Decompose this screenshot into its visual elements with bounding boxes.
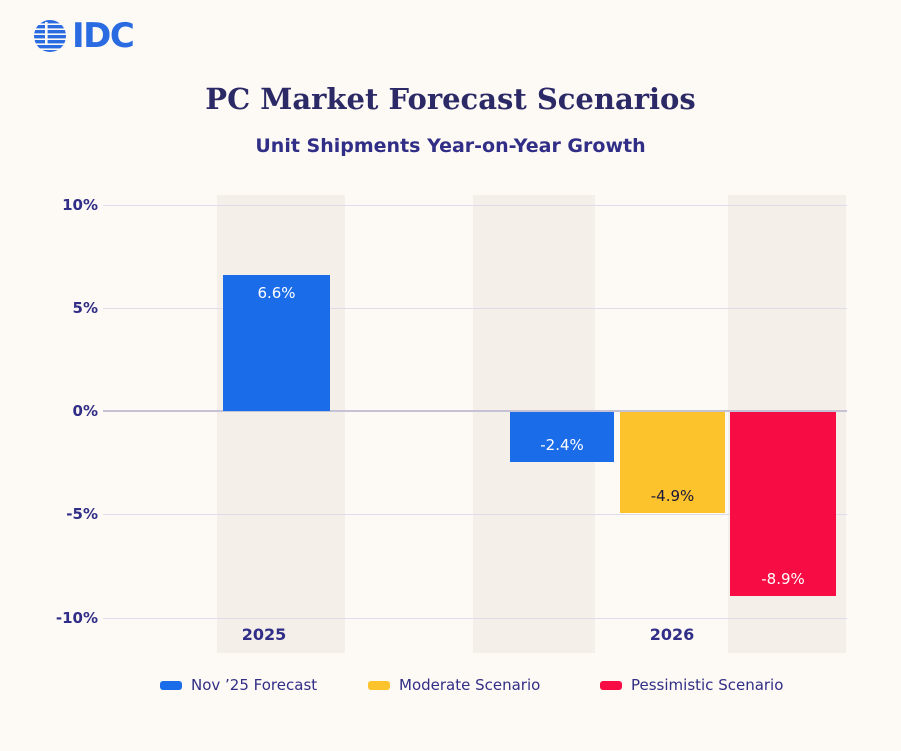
bar-2025-nov-25-forecast: 6.6% [223, 274, 330, 411]
chart-title: PC Market Forecast Scenarios [205, 82, 696, 116]
legend-label: Moderate Scenario [399, 676, 541, 694]
idc-logo: IDC [33, 16, 135, 56]
y-axis-label-10%: 10% [62, 195, 98, 214]
zero-line [103, 410, 847, 412]
bar-value-label: -8.9% [761, 569, 805, 588]
x-axis-label-2026: 2026 [649, 625, 695, 644]
y-axis-label-0%: 0% [72, 402, 98, 420]
idc-globe-icon [33, 19, 67, 53]
legend-swatch-moderate-scenario [368, 680, 390, 690]
chart-subtitle: Unit Shipments Year-on-Year Growth [255, 135, 646, 157]
y-axis-label-5%: 5% [72, 298, 98, 317]
plot-column-band-1 [217, 195, 345, 653]
gridline-10% [103, 204, 847, 206]
legend-label: Pessimistic Scenario [631, 676, 784, 694]
legend-swatch-nov-25-forecast [160, 680, 182, 690]
bar-2026-pessimistic-scenario: -8.9% [730, 412, 836, 596]
bar-value-label: -2.4% [540, 435, 584, 454]
legend-item-nov-25-forecast: Nov ’25 Forecast [160, 675, 317, 695]
gridline--5% [103, 514, 847, 516]
legend-swatch-pessimistic-scenario [600, 680, 622, 690]
gridline--10% [103, 617, 847, 619]
legend-label: Nov ’25 Forecast [191, 676, 318, 694]
bar-value-label: 6.6% [257, 283, 296, 302]
y-axis-label--10%: -10% [55, 608, 98, 627]
idc-logo-text: IDC [72, 16, 135, 56]
y-axis-label--5%: -5% [66, 505, 98, 524]
legend-item-pessimistic-scenario: Pessimistic Scenario [600, 675, 783, 695]
gridline-5% [103, 307, 847, 309]
bar-2026-moderate-scenario: -4.9% [620, 412, 725, 514]
bar-value-label: -4.9% [650, 487, 695, 506]
x-axis-label-2025: 2025 [241, 625, 287, 644]
bar-2026-nov-25-forecast: -2.4% [510, 412, 614, 462]
legend-item-moderate-scenario: Moderate Scenario [368, 675, 540, 695]
